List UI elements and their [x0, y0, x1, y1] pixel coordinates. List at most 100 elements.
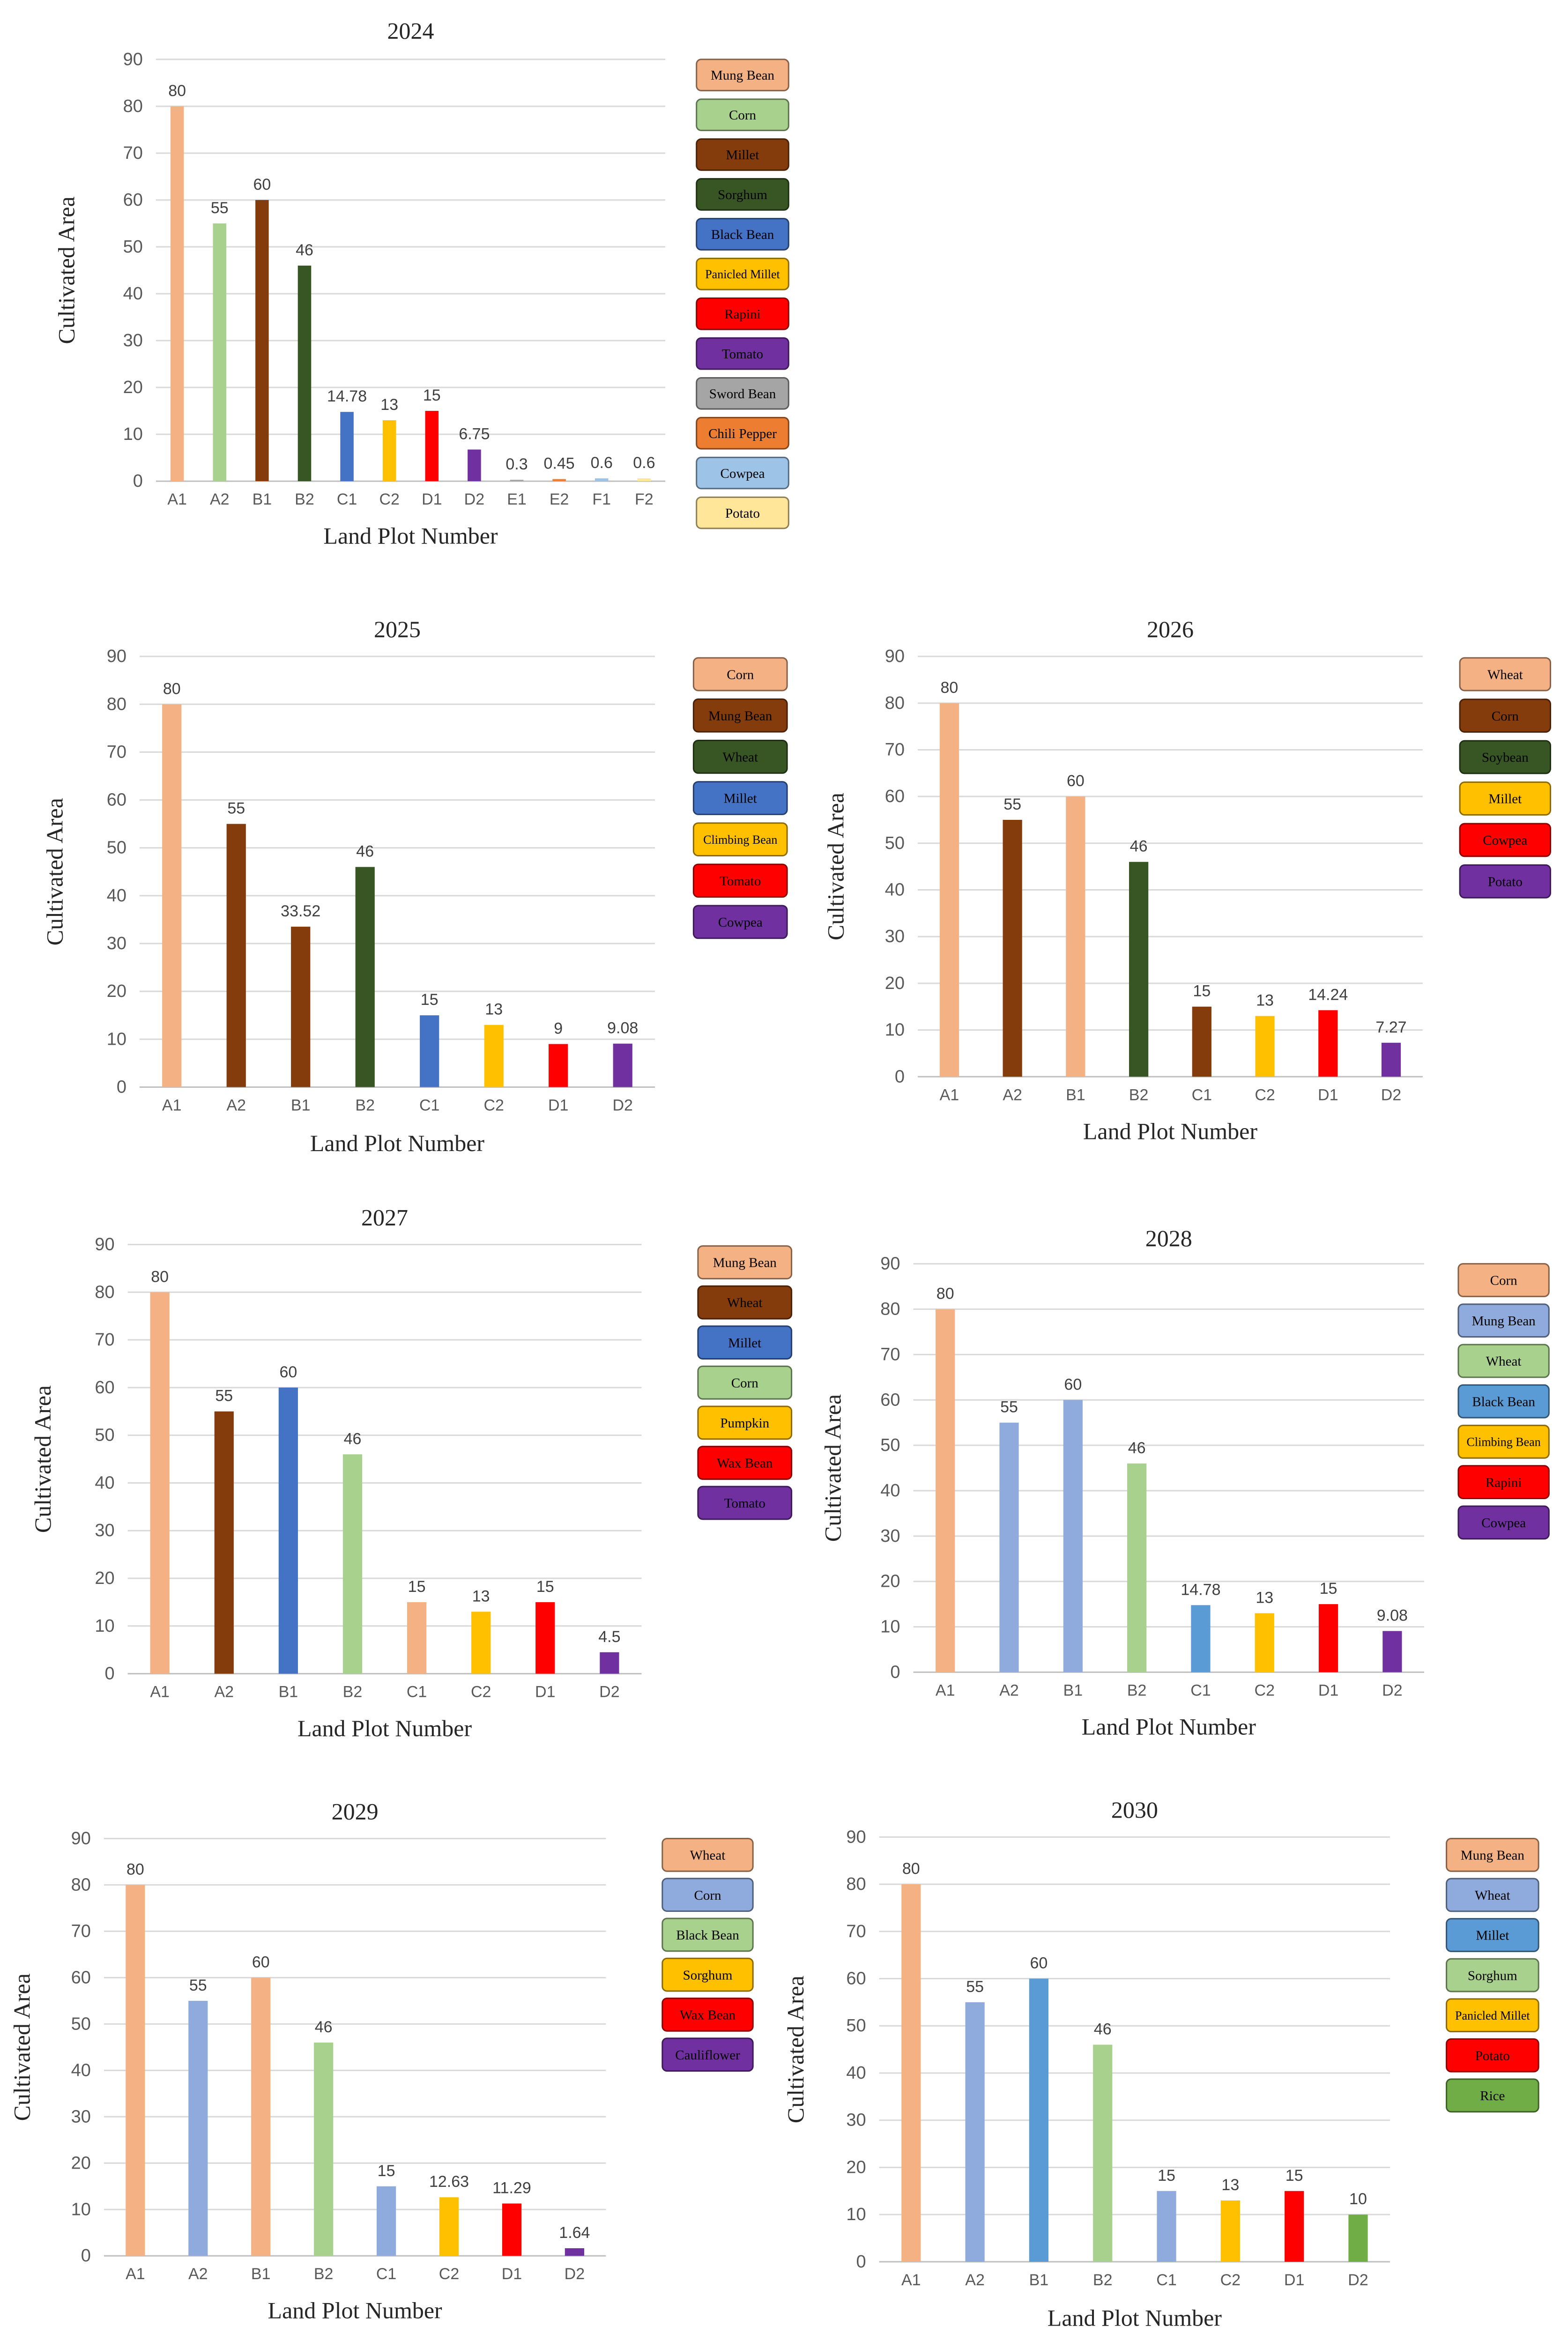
bar-D2[interactable]	[1381, 1042, 1401, 1077]
legend-swatch	[1459, 699, 1551, 733]
data-label: 15	[423, 386, 441, 404]
bar-A1[interactable]	[936, 1309, 955, 1672]
bar-F2[interactable]	[637, 478, 651, 482]
bar-D2[interactable]	[613, 1043, 632, 1087]
legend-swatch	[697, 1285, 793, 1320]
bar-A2[interactable]	[226, 824, 246, 1087]
bar-D2[interactable]	[1348, 2215, 1368, 2262]
bar-D1[interactable]	[502, 2203, 522, 2256]
bar-C2[interactable]	[1255, 1016, 1275, 1077]
legend-label: Black Bean	[711, 227, 774, 242]
bar-A1[interactable]	[126, 1885, 145, 2256]
bar-C1[interactable]	[376, 2186, 396, 2256]
x-tick-label: B2	[355, 1096, 375, 1114]
legend-swatch	[696, 258, 789, 290]
y-tick-label: 50	[95, 1426, 114, 1445]
bar-B1[interactable]	[251, 1977, 271, 2256]
y-tick-label: 10	[846, 2205, 866, 2224]
y-tick-label: 60	[123, 190, 143, 210]
bar-D1[interactable]	[1318, 1604, 1338, 1672]
bar-B1[interactable]	[1066, 796, 1085, 1077]
bar-B2[interactable]	[342, 1454, 363, 1674]
legend-swatch	[697, 1486, 793, 1520]
bar-B1[interactable]	[1029, 1978, 1049, 2262]
bar-B2[interactable]	[1093, 2044, 1113, 2262]
bar-D1[interactable]	[1318, 1010, 1338, 1077]
bar-D1[interactable]	[535, 1602, 555, 1674]
legend-swatch	[696, 377, 789, 410]
legend-swatch	[661, 1917, 754, 1952]
x-tick-label: C2	[471, 1683, 491, 1701]
bar-A1[interactable]	[901, 1884, 921, 2262]
bar-A1[interactable]	[939, 703, 959, 1077]
data-label: 7.27	[1375, 1018, 1406, 1036]
bar-A2[interactable]	[999, 1422, 1019, 1672]
bar-C2[interactable]	[484, 1025, 504, 1087]
bar-A2[interactable]	[214, 1411, 234, 1674]
bar-A1[interactable]	[170, 106, 184, 482]
bar-C2[interactable]	[382, 420, 396, 482]
x-tick-label: C2	[1255, 1681, 1275, 1699]
bar-C2[interactable]	[439, 2197, 459, 2256]
bar-B2[interactable]	[1127, 1463, 1147, 1672]
bar-A2[interactable]	[188, 2000, 208, 2256]
x-tick-label: C2	[379, 490, 399, 508]
legend-swatch	[1446, 1878, 1539, 1912]
legend: Corn Mung Bean Wheat Millet Climbing Bean Tom…	[692, 657, 788, 939]
bar-C1[interactable]	[420, 1015, 439, 1087]
bar-B1[interactable]	[255, 200, 269, 482]
x-tick-label: A1	[936, 1681, 955, 1699]
data-label: 80	[936, 1285, 954, 1303]
bar-B2[interactable]	[355, 867, 375, 1087]
bar-B2[interactable]	[314, 2042, 334, 2256]
bar-C2[interactable]	[1220, 2200, 1240, 2262]
bar-C1[interactable]	[1192, 1006, 1211, 1077]
bar-D2[interactable]	[468, 449, 481, 482]
bar-D2[interactable]	[1382, 1631, 1402, 1672]
bar-B1[interactable]	[291, 927, 311, 1087]
legend-swatch	[1459, 823, 1551, 857]
bar-D1[interactable]	[425, 411, 439, 482]
bar-D1[interactable]	[1285, 2191, 1304, 2262]
bar-E1[interactable]	[510, 480, 524, 482]
data-label: 55	[189, 1977, 207, 1994]
data-label: 11.29	[492, 2179, 531, 2197]
bar-C2[interactable]	[1255, 1613, 1274, 1672]
y-tick-label: 80	[107, 694, 126, 714]
y-tick-label: 90	[71, 1828, 91, 1848]
x-tick-label: B2	[295, 490, 314, 508]
bar-F1[interactable]	[595, 478, 609, 482]
legend-swatch	[697, 1325, 793, 1360]
y-tick-label: 0	[856, 2252, 866, 2272]
bar-A1[interactable]	[150, 1292, 170, 1674]
bar-B2[interactable]	[1129, 862, 1149, 1077]
legend-label: Mung Bean	[713, 1256, 777, 1271]
bar-D2[interactable]	[600, 1652, 619, 1674]
legend-swatch	[661, 1998, 754, 2032]
bar-C1[interactable]	[340, 412, 354, 482]
y-tick-label: 30	[885, 927, 905, 946]
data-label: 15	[536, 1578, 554, 1596]
x-tick-label: B2	[1093, 2271, 1113, 2289]
chart-title: 2026	[1147, 616, 1194, 642]
bar-B1[interactable]	[1063, 1400, 1083, 1672]
y-tick-label: 40	[95, 1473, 114, 1493]
y-tick-label: 60	[885, 787, 905, 806]
bar-C1[interactable]	[1157, 2191, 1176, 2262]
bar-C1[interactable]	[407, 1602, 427, 1674]
bar-B2[interactable]	[297, 265, 312, 482]
legend-label: Wheat	[1487, 667, 1523, 682]
bar-A2[interactable]	[965, 2002, 985, 2262]
bar-A2[interactable]	[1003, 820, 1022, 1077]
bar-A2[interactable]	[213, 223, 227, 482]
bar-D1[interactable]	[549, 1044, 568, 1087]
bar-C1[interactable]	[1191, 1605, 1211, 1672]
data-label: 14.24	[1308, 986, 1348, 1003]
bar-E2[interactable]	[552, 479, 566, 482]
y-tick-label: 30	[123, 331, 143, 350]
bar-C2[interactable]	[471, 1612, 491, 1674]
bar-D2[interactable]	[565, 2248, 584, 2256]
data-label: 9.08	[1377, 1606, 1408, 1624]
bar-B1[interactable]	[278, 1387, 298, 1674]
bar-A1[interactable]	[162, 704, 182, 1087]
